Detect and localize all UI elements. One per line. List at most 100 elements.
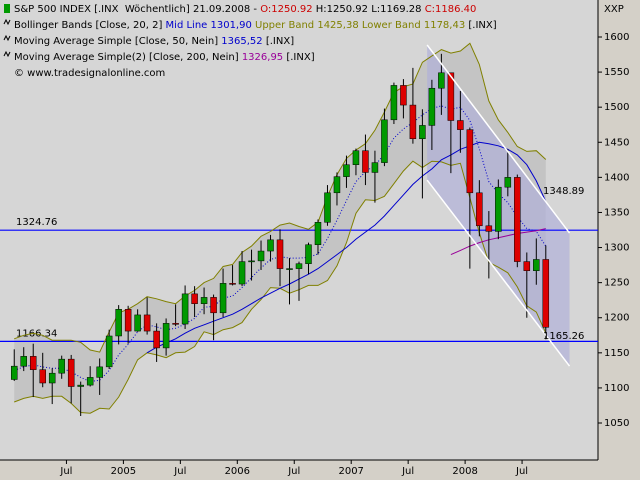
channel-line — [426, 44, 571, 234]
candle-body — [495, 186, 502, 232]
y-tick-label: 1150 — [604, 348, 629, 359]
y-tick-label: 1250 — [604, 278, 629, 289]
x-tick-label: 2008 — [452, 466, 477, 477]
candle-body — [29, 356, 37, 370]
legend-text: [.INX] — [266, 36, 294, 47]
legend-text: [.INX] — [468, 20, 496, 31]
candle-body — [86, 377, 94, 386]
x-tick-label: Jul — [173, 466, 186, 477]
y-tick-label: 1500 — [604, 102, 629, 113]
legend-line: Moving Average Simple [Close, 50, Nein] … — [14, 36, 294, 47]
x-tick-label: 2007 — [338, 466, 363, 477]
x-tick-label: 2005 — [111, 466, 136, 477]
candle-body — [390, 85, 398, 121]
legend-text: [.INX] — [286, 52, 314, 63]
candle-body — [124, 309, 132, 332]
channel-line — [426, 179, 571, 367]
candle-body — [343, 164, 350, 177]
candle-body — [96, 366, 103, 378]
candle-body — [362, 150, 369, 173]
candle-body — [200, 297, 208, 304]
legend-line: Moving Average Simple(2) [Close, 200, Ne… — [14, 52, 315, 63]
candle-body — [77, 384, 84, 387]
y-tick-label: 1400 — [604, 172, 629, 183]
candle-body — [219, 283, 227, 314]
candle-body — [371, 162, 379, 173]
legend-icon — [3, 18, 11, 26]
candle-body — [542, 259, 550, 328]
candle-body — [457, 120, 464, 130]
y-tick-label: 1300 — [604, 243, 629, 254]
candle-body — [428, 87, 436, 126]
legend-text: O:1250.92 — [260, 4, 312, 15]
legend-text: Moving Average Simple [Close, 50, Nein] — [14, 36, 221, 47]
bollinger-mid — [14, 105, 547, 383]
candle-body — [58, 358, 65, 374]
candle-body — [485, 225, 493, 232]
candle-body — [257, 250, 265, 262]
x-tick-label: Jul — [59, 466, 72, 477]
candle-body — [143, 314, 151, 332]
legend-text: 1326,95 — [242, 52, 287, 63]
candle-body — [333, 176, 341, 194]
legend-text: H:1250.92 L:1169.28 — [313, 4, 425, 15]
y-tick-label: 1350 — [604, 207, 629, 218]
candle-body — [476, 192, 483, 227]
y-tick-label: 1050 — [604, 418, 629, 429]
y-tick-label: 1100 — [604, 383, 629, 394]
candle-body — [409, 104, 417, 140]
channel-label: 1348.89 — [543, 186, 584, 197]
horizontal-line-label: 1324.76 — [16, 217, 57, 228]
candle-body — [39, 369, 46, 384]
legend-icon — [3, 50, 11, 58]
candle-body — [162, 323, 170, 349]
candle-body — [10, 365, 18, 380]
candle-body — [305, 244, 312, 264]
candle-body — [504, 177, 512, 188]
candle-body — [286, 268, 293, 270]
candle-body — [352, 150, 360, 165]
legend-text: © www.tradesignalonline.com — [14, 68, 165, 79]
y-tick-label: 1450 — [604, 137, 629, 148]
candle-body — [153, 330, 160, 349]
x-tick-label: Jul — [515, 466, 528, 477]
candle-body — [314, 222, 322, 245]
candle-body — [400, 85, 407, 106]
legend-text: C:1186.40 — [425, 4, 477, 15]
legend-text: Moving Average Simple(2) [Close, 200, Ne… — [14, 52, 242, 63]
candle-body — [172, 323, 179, 325]
candle-body — [229, 283, 236, 285]
candle-body — [419, 125, 426, 140]
channel-label: 1165.26 — [543, 331, 584, 342]
candle-body — [381, 119, 388, 163]
candle-body — [67, 358, 75, 387]
legend-text: Mid Line 1301,90 — [166, 20, 255, 31]
candle-body — [267, 239, 274, 252]
legend-icon — [3, 34, 11, 42]
x-tick-label: Jul — [401, 466, 414, 477]
candle-body — [134, 314, 141, 332]
candle-body — [324, 192, 331, 223]
candle-body — [191, 293, 198, 304]
candle-body — [181, 293, 189, 325]
legend-text: Bollinger Bands [Close, 20, 2] — [14, 20, 166, 31]
x-axis-panel — [0, 460, 640, 480]
legend-line: S&P 500 INDEX [.INX Wöchentlich] 21.09.2… — [14, 4, 476, 15]
candle-body — [105, 335, 113, 368]
x-tick-label: Jul — [287, 466, 300, 477]
legend-line: Bollinger Bands [Close, 20, 2] Mid Line … — [14, 20, 497, 31]
candle-body — [514, 177, 521, 262]
y-tick-label: 1200 — [604, 313, 629, 324]
bollinger-upper — [14, 42, 547, 353]
candle-body — [533, 259, 540, 271]
x-tick-label: 2006 — [225, 466, 250, 477]
legend-icons — [3, 4, 11, 58]
candle-body — [295, 263, 303, 269]
legend-icon — [4, 4, 10, 13]
legend-text: S&P 500 INDEX [.INX Wöchentlich] 21.09.2… — [14, 4, 260, 15]
candle-body — [276, 239, 284, 269]
legend-text: Upper Band 1425,38 Lower Band 1178,43 — [255, 20, 468, 31]
legend-line: © www.tradesignalonline.com — [14, 68, 165, 79]
candle-body — [238, 261, 246, 285]
